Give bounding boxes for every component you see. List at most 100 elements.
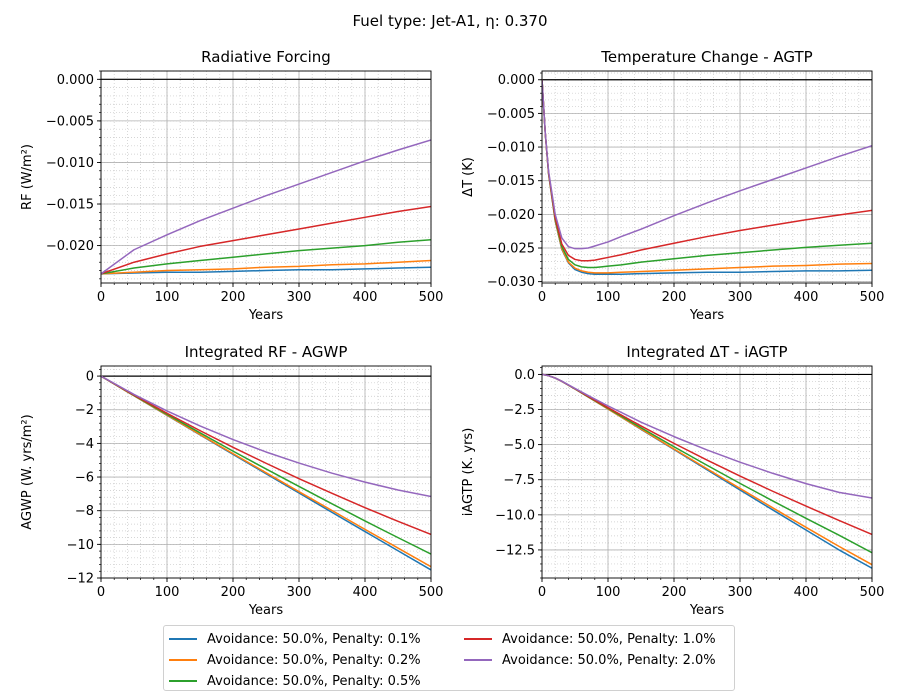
chart3-axes-frame — [100, 365, 432, 579]
legend-entry: Avoidance: 50.0%, Penalty: 0.1% — [169, 629, 421, 649]
figure-suptitle: Fuel type: Jet-A1, η: 0.370 — [352, 12, 548, 30]
chart3-y-tick-label: −4 — [75, 437, 94, 452]
chart1-series-line-2 — [101, 259, 431, 275]
chart4-x-tick-label: 0 — [538, 585, 546, 600]
chart2-x-tick-label: 400 — [794, 290, 819, 305]
chart3-series-line-5 — [101, 375, 431, 498]
chart4-x-tick-label: 100 — [596, 585, 621, 600]
legend-entry: Avoidance: 50.0%, Penalty: 0.5% — [169, 671, 421, 691]
chart3-x-tick-label: 300 — [287, 585, 312, 600]
legend-swatch — [169, 638, 197, 640]
chart1-x-tick-label: 300 — [287, 290, 312, 305]
chart1-major-grid — [100, 71, 432, 283]
chart1-y-tick-label: −0.005 — [46, 114, 94, 129]
chart2-y-tick-label: −0.015 — [487, 174, 535, 189]
chart3-y-tick-label: −8 — [75, 504, 94, 519]
chart2-x-tick-label: 0 — [538, 290, 546, 305]
chart3: 0 100 200 300 400 500 0 −2 −4 −6 −8 −10 −12 Integrate… — [20, 343, 443, 618]
chart3-series-line-4 — [101, 375, 431, 536]
chart4: 0 100 200 300 400 500 0.0 −2.5 −5.0 −7.5 −10.0 −12.… — [461, 343, 884, 618]
chart4-y-tick-label: −2.5 — [503, 403, 535, 418]
chart2-y-tick-label: −0.010 — [487, 141, 535, 156]
chart2-xlabel: Years — [689, 308, 725, 323]
chart2-y-tick-label: 0.000 — [498, 73, 535, 88]
legend-label: Avoidance: 50.0%, Penalty: 2.0% — [502, 652, 716, 668]
chart1-x-tick-label: 200 — [221, 290, 246, 305]
chart4-x-tick-label: 400 — [794, 585, 819, 600]
legend: Avoidance: 50.0%, Penalty: 0.1% Avoidance… — [163, 625, 735, 691]
chart4-series-line-4 — [542, 373, 872, 536]
chart2-series-line-2 — [542, 79, 872, 274]
chart2-x-tick-label: 200 — [662, 290, 687, 305]
chart3-title: Integrated RF - AGWP — [185, 343, 348, 361]
chart2-ylabel: ΔT (K) — [461, 157, 476, 197]
chart2-axes-frame — [541, 70, 873, 284]
chart3-xlabel: Years — [248, 603, 284, 618]
chart1-y-tick-label: −0.020 — [46, 239, 94, 254]
chart1: 0 100 200 300 400 500 0.000 −0.005 −0.010 −0.015 −… — [20, 48, 443, 323]
legend-entry: Avoidance: 50.0%, Penalty: 2.0% — [464, 650, 716, 670]
chart1-x-tick-label: 400 — [353, 290, 378, 305]
chart4-y-tick-label: −12.5 — [495, 543, 535, 558]
chart2-x-tick-label: 500 — [860, 290, 885, 305]
chart4-y-tick-label: 0.0 — [514, 368, 535, 383]
chart4-title: Integrated ΔT - iAGTP — [626, 343, 787, 361]
legend-swatch — [464, 659, 492, 661]
chart4-xlabel: Years — [689, 603, 725, 618]
legend-label: Avoidance: 50.0%, Penalty: 0.1% — [207, 631, 421, 647]
chart3-x-tick-label: 100 — [155, 585, 180, 600]
chart1-ylabel: RF (W/m²) — [20, 144, 35, 210]
chart1-series-line-4 — [101, 205, 431, 275]
chart2-x-tick-label: 100 — [596, 290, 621, 305]
legend-swatch — [169, 659, 197, 661]
chart1-axes-frame — [100, 70, 432, 284]
chart2-x-tick-label: 300 — [728, 290, 753, 305]
chart1-x-tick-label: 500 — [419, 290, 444, 305]
legend-label: Avoidance: 50.0%, Penalty: 1.0% — [502, 631, 716, 647]
legend-label: Avoidance: 50.0%, Penalty: 0.2% — [207, 652, 421, 668]
chart4-series-line-1 — [542, 373, 872, 569]
chart1-y-tick-label: 0.000 — [57, 73, 94, 88]
legend-swatch — [464, 638, 492, 640]
chart1-series-line-1 — [101, 266, 431, 275]
chart1-xlabel: Years — [248, 308, 284, 323]
chart1-x-tick-label: 0 — [97, 290, 105, 305]
chart1-y-tick-label: −0.010 — [46, 156, 94, 171]
chart3-y-tick-label: −6 — [75, 471, 94, 486]
chart1-x-tick-label: 100 — [155, 290, 180, 305]
chart4-series-line-3 — [542, 373, 872, 554]
chart4-y-tick-label: −10.0 — [495, 508, 535, 523]
legend-swatch — [169, 680, 197, 682]
chart3-x-tick-label: 0 — [97, 585, 105, 600]
chart2-y-tick-label: −0.005 — [487, 107, 535, 122]
chart1-series-line-5 — [101, 139, 431, 275]
chart1-series-line-3 — [101, 239, 431, 275]
chart4-axes-frame — [541, 365, 873, 579]
chart2-y-tick-label: −0.020 — [487, 208, 535, 223]
chart4-x-tick-label: 500 — [860, 585, 885, 600]
chart3-x-tick-label: 200 — [221, 585, 246, 600]
legend-entry: Avoidance: 50.0%, Penalty: 0.2% — [169, 650, 421, 670]
chart2-series-line-5 — [542, 79, 872, 250]
chart2-series-line-4 — [542, 79, 872, 262]
chart3-x-tick-label: 400 — [353, 585, 378, 600]
legend-label: Avoidance: 50.0%, Penalty: 0.5% — [207, 673, 421, 689]
chart4-x-tick-label: 200 — [662, 585, 687, 600]
chart2-minor-grid — [541, 71, 873, 283]
chart4-y-tick-label: −7.5 — [503, 473, 535, 488]
chart3-x-tick-label: 500 — [419, 585, 444, 600]
chart3-y-tick-label: 0 — [86, 370, 94, 385]
chart2-y-tick-label: −0.025 — [487, 242, 535, 257]
chart2-y-tick-label: −0.030 — [487, 275, 535, 290]
chart4-series-line-5 — [542, 373, 872, 499]
chart4-y-tick-label: −5.0 — [503, 438, 535, 453]
chart1-title: Radiative Forcing — [201, 48, 331, 66]
chart2-major-grid — [541, 71, 873, 283]
chart1-y-tick-label: −0.015 — [46, 198, 94, 213]
chart1-minor-grid — [100, 70, 432, 283]
chart3-y-tick-label: −10 — [67, 538, 94, 553]
chart2: 0 100 200 300 400 500 0.000 −0.005 −0.010 −0.015 −… — [461, 48, 884, 323]
chart4-ylabel: iAGTP (K. yrs) — [461, 428, 476, 517]
chart3-y-tick-label: −2 — [75, 403, 94, 418]
